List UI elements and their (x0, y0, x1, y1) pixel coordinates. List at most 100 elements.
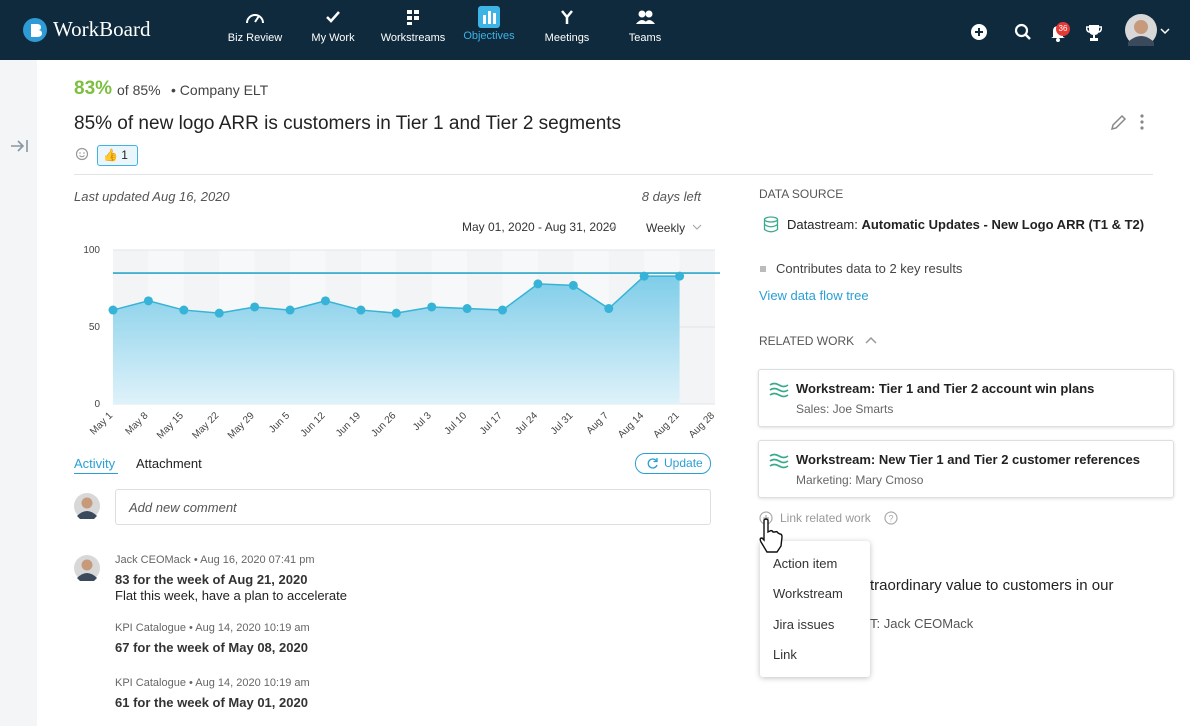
section-heading: DATA SOURCE (759, 187, 844, 201)
search-icon[interactable] (1014, 23, 1032, 41)
header-actions[interactable] (1110, 113, 1150, 131)
nav-label: Biz Review (227, 32, 283, 44)
datastream-icon (763, 216, 779, 233)
point (250, 302, 260, 312)
side-strip (0, 60, 37, 726)
point (498, 305, 508, 315)
progress-target: of 85% (117, 82, 161, 98)
menu-item[interactable]: Link (773, 647, 797, 662)
svg-text:?: ? (888, 514, 893, 524)
help-icon[interactable]: ? (884, 511, 898, 525)
card-subtitle: Sales: Joe Smarts (796, 402, 894, 416)
card-title: Workstream: New Tier 1 and Tier 2 custom… (796, 452, 1140, 467)
progress-value: 83% (74, 78, 113, 99)
tab-active[interactable]: Activity (74, 456, 116, 471)
section-heading: RELATED WORK (759, 334, 855, 348)
update-button[interactable]: Update (635, 453, 711, 474)
menu-item[interactable]: Jira issues (773, 617, 835, 632)
x-tick-label: May 8 (123, 410, 150, 437)
nav-item[interactable]: Objectives (444, 6, 534, 42)
objective-title: 85% of new logo ARR is customers in Tier… (74, 113, 622, 134)
related-card[interactable]: Workstream: Tier 1 and Tier 2 account wi… (758, 369, 1174, 427)
entry-headline: 83 for the week of Aug 21, 2020 (115, 572, 308, 587)
point (604, 304, 614, 314)
entry-headline: 61 for the week of May 01, 2020 (115, 695, 308, 710)
point (427, 302, 437, 312)
point (462, 304, 472, 314)
date-range[interactable]: May 01, 2020 - Aug 31, 2020 (462, 220, 617, 234)
nav-label: My Work (311, 32, 355, 44)
reaction[interactable]: 👍 1 (97, 145, 138, 166)
point (675, 271, 685, 281)
x-tick-label: Aug 21 (652, 410, 682, 440)
obscured-text: traordinary value to customers in our (870, 577, 1114, 594)
chart: 0 50 100 May 1 May 8 May 15 May 22 May 29 Jun 5 J… (83, 245, 720, 441)
x-tick-label: Jun 26 (369, 410, 398, 439)
expand-icon[interactable] (10, 139, 30, 153)
y-tick-label: 100 (83, 245, 100, 256)
nav-item[interactable]: Teams (600, 8, 690, 44)
menu-item[interactable]: Action item (773, 556, 838, 571)
point (568, 280, 578, 290)
avatar (74, 555, 100, 581)
x-tick-label: Aug 14 (616, 410, 646, 440)
x-tick-label: Jul 31 (549, 410, 576, 437)
nav-item[interactable]: Meetings (522, 8, 612, 44)
nav-label: Meetings (544, 32, 590, 44)
x-tick-label: Jul 24 (513, 410, 540, 437)
x-tick-label: May 1 (88, 410, 115, 437)
update-label: Update (664, 456, 703, 470)
nav-item[interactable]: Workstreams (368, 8, 458, 44)
entry-meta: KPI Catalogue • Aug 14, 2020 10:19 am (115, 677, 310, 689)
logo[interactable]: WorkBoard (53, 17, 151, 41)
user-avatar[interactable] (1125, 14, 1173, 48)
x-tick-label: Aug 7 (585, 410, 612, 437)
tab[interactable]: Attachment (136, 456, 202, 471)
related-card[interactable]: Workstream: New Tier 1 and Tier 2 custom… (758, 440, 1174, 498)
nav-label: Workstreams (380, 32, 446, 44)
entry-headline: 67 for the week of May 08, 2020 (115, 640, 308, 655)
notification-badge: 36 (1056, 22, 1070, 36)
contributes: Contributes data to 2 key results (776, 261, 963, 276)
obscured-text: T: Jack CEOMack (870, 616, 974, 631)
card-subtitle: Marketing: Mary Cmoso (796, 473, 924, 487)
dropdown-menu: Action item Workstream Jira issues Link (760, 541, 870, 677)
datastream-name[interactable]: Automatic Updates - New Logo ARR (T1 & T… (861, 217, 1145, 232)
nav-item[interactable]: Biz Review (210, 8, 300, 44)
menu-item[interactable]: Workstream (773, 586, 843, 601)
point (179, 305, 189, 315)
add-reaction-icon[interactable] (75, 147, 89, 161)
link-related-work[interactable]: Link related work (780, 511, 871, 525)
avatar (74, 493, 100, 519)
nav-label: Teams (628, 32, 662, 44)
x-tick-label: Jul 17 (478, 410, 505, 437)
placeholder: Add new comment (129, 500, 237, 515)
x-tick-label: Jun 19 (334, 410, 363, 439)
divider (74, 174, 1153, 175)
x-tick-label: Aug 28 (687, 410, 717, 440)
reaction-count: 1 (121, 148, 128, 162)
logo-icon (23, 18, 47, 42)
comment-input[interactable]: Add new comment (115, 489, 711, 525)
team-name: • Company ELT (171, 82, 269, 98)
datastream: Datastream: Automatic Updates - New Logo… (787, 217, 1144, 232)
entry-meta: KPI Catalogue • Aug 14, 2020 10:19 am (115, 622, 310, 634)
last-updated: Last updated Aug 16, 2020 (74, 189, 230, 204)
top-nav: WorkBoard Biz Review My Work Workstreams… (0, 0, 1190, 60)
x-tick-label: May 22 (190, 410, 221, 441)
workstream-icon (769, 453, 789, 469)
period[interactable]: Weekly (646, 221, 686, 235)
entry-meta: Jack CEOMack • Aug 16, 2020 07:41 pm (115, 554, 315, 566)
y-tick-label: 0 (94, 399, 100, 410)
point (639, 271, 649, 281)
add-icon[interactable] (970, 23, 988, 41)
nav-item[interactable]: My Work (288, 8, 378, 44)
days-left: 8 days left (641, 189, 701, 204)
collapse-icon[interactable] (864, 335, 878, 345)
data-flow-link[interactable]: View data flow tree (759, 288, 869, 303)
trophy-icon[interactable] (1086, 24, 1102, 42)
x-tick-label: Jun 12 (299, 410, 328, 439)
point (143, 296, 153, 306)
